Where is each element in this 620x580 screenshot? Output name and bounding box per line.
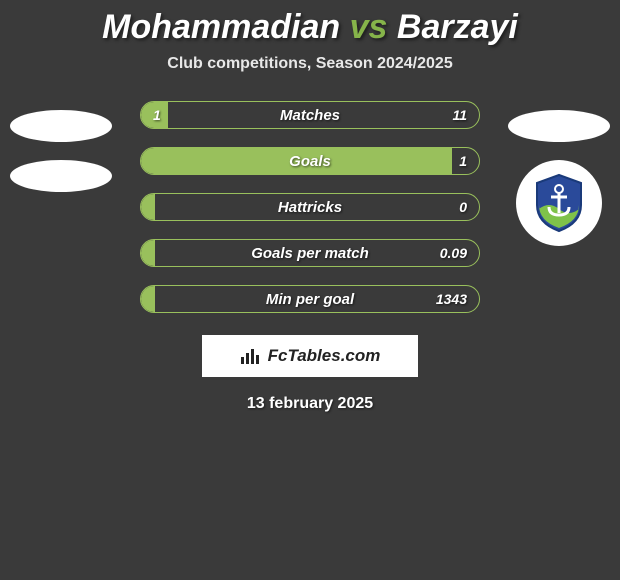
stat-label: Goals per match (141, 240, 479, 266)
stat-bar: 1Matches11 (140, 101, 480, 129)
bars-icon (240, 347, 262, 365)
page-title: Mohammadian vs Barzayi (0, 8, 620, 47)
stat-bar: Goals1 (140, 147, 480, 175)
stat-bars: 1Matches11Goals1Hattricks0Goals per matc… (140, 101, 480, 313)
stat-right-value: 11 (452, 102, 467, 128)
stat-label: Min per goal (141, 286, 479, 312)
player2-name: Barzayi (397, 8, 518, 46)
player1-portrait-placeholder (10, 110, 112, 142)
player1-club-placeholder (10, 160, 112, 192)
branding-text: FcTables.com (268, 346, 381, 366)
stat-bar: Hattricks0 (140, 193, 480, 221)
player1-name: Mohammadian (102, 8, 340, 46)
comparison-widget: Mohammadian vs Barzayi Club competitions… (0, 0, 620, 413)
vs-text: vs (350, 8, 388, 46)
stat-bar: Goals per match0.09 (140, 239, 480, 267)
stat-bar: Min per goal1343 (140, 285, 480, 313)
stat-right-value: 1 (459, 148, 467, 174)
stat-label: Goals (141, 148, 479, 174)
date-text: 13 february 2025 (0, 395, 620, 413)
stat-label: Matches (141, 102, 479, 128)
player2-club-badge (516, 160, 602, 246)
stat-right-value: 0 (459, 194, 467, 220)
anchor-shield-icon (527, 171, 591, 235)
stat-right-value: 0.09 (440, 240, 467, 266)
player1-logos (10, 110, 112, 246)
player2-logos (508, 110, 610, 246)
branding-badge: FcTables.com (202, 335, 418, 377)
stat-label: Hattricks (141, 194, 479, 220)
stat-right-value: 1343 (436, 286, 467, 312)
subtitle: Club competitions, Season 2024/2025 (0, 55, 620, 73)
player2-portrait-placeholder (508, 110, 610, 142)
